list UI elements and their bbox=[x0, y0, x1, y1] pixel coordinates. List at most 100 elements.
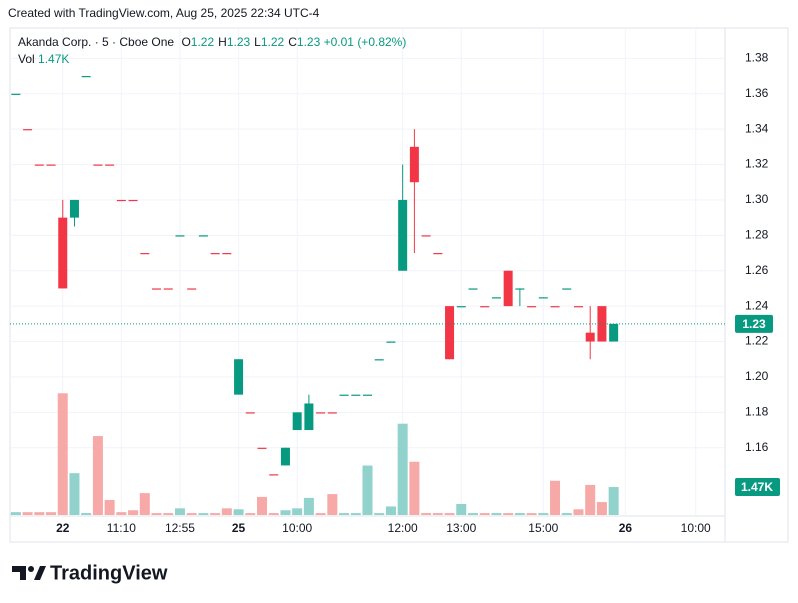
candle-body bbox=[480, 306, 490, 308]
y-tick-label: 1.28 bbox=[745, 228, 769, 242]
candle-body bbox=[585, 332, 595, 342]
legend-volume-row: Vol 1.47K bbox=[18, 52, 69, 66]
header: Created with TradingView.com, Aug 25, 20… bbox=[8, 6, 320, 20]
candle-body bbox=[609, 323, 619, 342]
candle-body bbox=[491, 297, 501, 299]
volume-bar bbox=[362, 465, 373, 515]
candle-body bbox=[105, 164, 115, 166]
candle-body bbox=[445, 306, 455, 360]
candle-body bbox=[23, 129, 33, 131]
y-tick-label: 1.16 bbox=[745, 440, 769, 454]
candle-body bbox=[456, 306, 466, 308]
volume-bar bbox=[374, 513, 385, 515]
volume-bar bbox=[245, 513, 256, 515]
legend-field-label: O bbox=[181, 35, 191, 49]
volume-bar bbox=[350, 513, 361, 515]
y-tick-label: 1.30 bbox=[745, 192, 769, 206]
candle-body bbox=[280, 447, 290, 466]
legend-field-label: C bbox=[288, 35, 297, 49]
candle-body bbox=[527, 306, 537, 308]
volume-bar bbox=[479, 513, 490, 515]
x-tick-label: 26 bbox=[619, 521, 633, 535]
candle-body bbox=[257, 447, 267, 449]
legend-row: Akanda Corp. · 5 · Cboe One O1.22 H1.23 L1… bbox=[18, 35, 406, 49]
volume-bar bbox=[81, 513, 92, 515]
volume-bar bbox=[327, 494, 338, 515]
volume-bar bbox=[421, 513, 432, 515]
candle-body bbox=[339, 394, 349, 396]
y-tick-label: 1.32 bbox=[745, 157, 769, 171]
volume-bar bbox=[163, 513, 174, 515]
volume-bar bbox=[315, 513, 326, 515]
legend-change-pct: (+0.82%) bbox=[357, 35, 407, 49]
candle-body bbox=[421, 235, 431, 237]
candle-body bbox=[269, 474, 279, 476]
x-tick-label: 13:00 bbox=[446, 521, 476, 535]
candle-body bbox=[503, 270, 513, 307]
volume-bar bbox=[268, 513, 279, 515]
candle-body bbox=[93, 164, 103, 166]
candle-body bbox=[351, 394, 361, 396]
volume-bar bbox=[573, 509, 584, 515]
volume-bar bbox=[10, 512, 21, 515]
volume-bar bbox=[104, 499, 115, 515]
candle-body bbox=[304, 403, 314, 431]
volume-bar bbox=[432, 513, 443, 515]
legend-field-value: 1.22 bbox=[260, 35, 285, 49]
y-tick-label: 1.34 bbox=[745, 121, 769, 135]
candle-body bbox=[515, 288, 525, 290]
y-tick-label: 1.26 bbox=[745, 263, 769, 277]
volume-bar bbox=[608, 487, 619, 515]
volume-bar bbox=[526, 513, 537, 515]
x-tick-label: 11:10 bbox=[107, 521, 136, 535]
last-price-label: 1.23 bbox=[742, 317, 766, 331]
candle-body bbox=[11, 93, 21, 95]
volume-bar bbox=[385, 506, 396, 515]
volume-bar bbox=[22, 512, 33, 515]
volume-bar bbox=[174, 508, 185, 515]
volume-bar bbox=[456, 503, 467, 515]
volume-bar bbox=[409, 461, 420, 515]
legend-volume: 1.47K bbox=[38, 52, 70, 66]
legend-field-label: H bbox=[218, 35, 227, 49]
brand-logo: TradingView bbox=[12, 562, 168, 584]
candle-body bbox=[538, 297, 548, 299]
brand: TradingView bbox=[50, 562, 168, 584]
volume-bar bbox=[339, 513, 350, 515]
candle-body bbox=[187, 288, 197, 290]
candle-body bbox=[245, 412, 255, 414]
volume-bar bbox=[491, 513, 502, 515]
legend-ohlc: O1.22 H1.23 L1.22 C1.23 bbox=[177, 35, 320, 49]
candle-body bbox=[234, 359, 244, 395]
grid bbox=[10, 28, 725, 515]
legend-field-value: 1.23 bbox=[226, 35, 251, 49]
candle-body bbox=[222, 253, 232, 255]
legend-field-value: 1.23 bbox=[296, 35, 321, 49]
volume-bar bbox=[116, 512, 127, 515]
candle-body bbox=[81, 76, 91, 78]
volume-bar bbox=[444, 513, 455, 515]
volume-bar bbox=[585, 484, 596, 515]
legend-symbol: Akanda Corp. · 5 · Cboe One bbox=[18, 35, 175, 49]
candle-body bbox=[128, 199, 138, 202]
candle-body bbox=[34, 164, 44, 166]
candle-body bbox=[292, 412, 302, 431]
y-tick-label: 1.24 bbox=[745, 298, 769, 312]
candle-body bbox=[58, 217, 68, 289]
last-price-box bbox=[735, 314, 773, 333]
volume-bar bbox=[128, 510, 139, 515]
last-volume-label: 1.47K bbox=[741, 480, 773, 494]
last-volume-box bbox=[735, 478, 780, 497]
x-tick-label: 10:00 bbox=[282, 521, 312, 535]
volume-bar bbox=[467, 513, 478, 515]
candle-body bbox=[363, 394, 372, 396]
candle-body bbox=[46, 164, 56, 166]
legend-field-label: L bbox=[254, 35, 261, 49]
candle-body bbox=[175, 235, 185, 237]
candle-body bbox=[69, 199, 79, 218]
chart-frame bbox=[9, 27, 789, 543]
legend-volume-label: Vol bbox=[18, 52, 35, 66]
volume-bar bbox=[186, 513, 197, 515]
volume-bar bbox=[303, 497, 314, 515]
